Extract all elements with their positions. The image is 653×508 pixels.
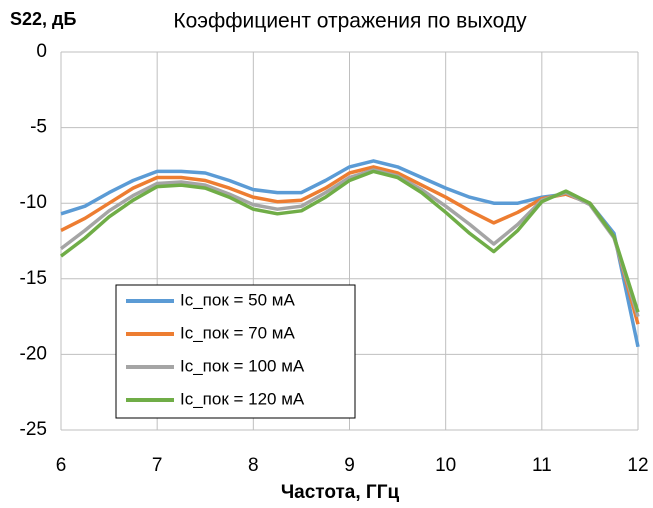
x-tick-label: 9 <box>344 455 355 476</box>
series-line <box>59 169 640 313</box>
chart-title: Коэффициент отражения по выходу <box>173 10 527 33</box>
y-axis-label: S22, дБ <box>10 9 76 29</box>
x-tick-label: 10 <box>435 455 456 476</box>
x-tick-label: 11 <box>532 455 552 476</box>
y-tick-label: -5 <box>30 117 47 138</box>
x-tick-label: 6 <box>56 455 67 476</box>
y-tick-label: -20 <box>20 343 47 364</box>
x-axis-label: Частота, ГГц <box>281 482 400 503</box>
legend-label: Ic_пок = 100 мА <box>180 356 305 375</box>
legend-box <box>115 284 356 419</box>
legend-label: Ic_пок = 50 мА <box>180 290 295 309</box>
x-tick-label: 7 <box>152 455 163 476</box>
legend-label: Ic_пок = 120 мА <box>180 389 305 408</box>
x-tick-label: 12 <box>627 455 648 476</box>
legend-label: Ic_пок = 70 мА <box>180 323 295 342</box>
y-tick-label: 0 <box>36 41 47 62</box>
y-tick-label: -10 <box>20 192 47 213</box>
y-tick-label: -25 <box>20 419 47 440</box>
x-tick-label: 8 <box>248 455 259 476</box>
y-tick-label: -15 <box>20 268 47 289</box>
